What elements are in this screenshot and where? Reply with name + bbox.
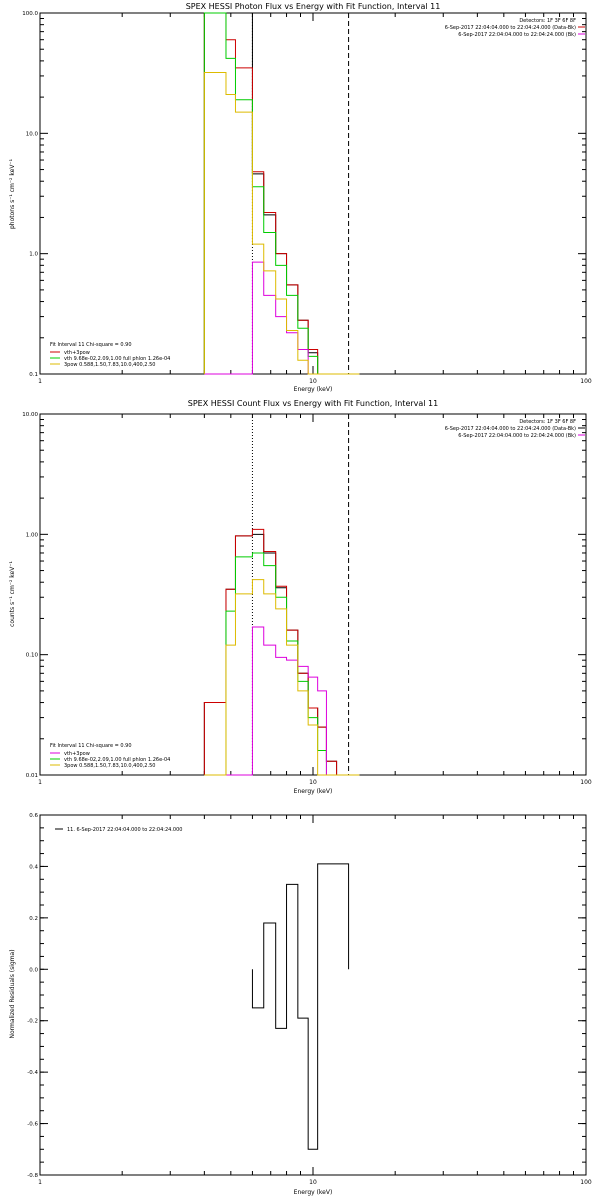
photon-legend-2: vth 9.68e-02,2.09,1.00 full phlon 1.26e-…: [64, 356, 170, 362]
residuals-series-0: [251, 863, 350, 1150]
photon-series-2: [203, 12, 360, 375]
count-ytick-label: 0.01: [26, 773, 38, 779]
residuals-ytick-label: -0.6: [27, 1122, 38, 1128]
count-header-line-1: Detectors: 1F 3F 6F 8F: [519, 419, 576, 425]
residuals-ytick-label: -0.4: [27, 1070, 38, 1076]
photon-xtick-label: 1: [38, 378, 42, 385]
photon-legend-3: 3pow 0.588,1.50,7.83,10.0,400,2.50: [64, 362, 155, 368]
count-header-line-2: 6-Sep-2017 22:04:04.000 to 22:04:24.000 …: [445, 426, 576, 432]
count-series-1: [203, 528, 360, 776]
photon-xtick-label: 100: [580, 378, 592, 385]
count-fit-line: Fit Interval 11 Chi-square = 0.90: [50, 743, 132, 749]
photon-flux-xlabel: Energy (keV): [294, 386, 333, 393]
count-xtick-label: 10: [309, 779, 317, 786]
count-ytick-label: 1.00: [26, 532, 39, 538]
count-legend-2: vth 9.68e-02,2.09,1.00 full phlon 1.26e-…: [64, 757, 170, 763]
count-legend-1: vth+3pow: [64, 751, 90, 757]
count-ytick-label: 10.00: [22, 412, 38, 418]
count-flux-ylabel: counts s⁻¹ cm⁻² keV⁻¹: [9, 561, 16, 627]
photon-fit-line: Fit Interval 11 Chi-square = 0.90: [50, 342, 132, 348]
photon-flux-title: SPEX HESSI Photon Flux vs Energy with Fi…: [186, 2, 441, 11]
photon-xtick-label: 10: [309, 378, 317, 385]
count-ytick-label: 0.10: [26, 653, 39, 659]
residuals-xtick-label: 100: [580, 1179, 592, 1186]
photon-flux-ylabel: photons s⁻¹ cm⁻² keV⁻¹: [9, 158, 16, 229]
residuals-legend: 11. 6-Sep-2017 22:04:04.000 to 22:04:24.…: [67, 827, 182, 833]
count-plot-frame: [39, 413, 587, 776]
photon-header-line-1: Detectors: 1F 3F 6F 8F: [519, 18, 576, 24]
residuals-plot-frame: [39, 814, 587, 1176]
residuals-ytick-label: -0.8: [27, 1173, 38, 1179]
photon-ytick-label: 10.0: [26, 131, 39, 137]
count-flux-title: SPEX HESSI Count Flux vs Energy with Fit…: [188, 399, 439, 408]
residuals-xlabel: Energy (keV): [294, 1189, 333, 1196]
residuals-ytick-label: 0.4: [29, 864, 38, 870]
photon-plot-frame: [39, 12, 587, 375]
photon-header-line-3: 6-Sep-2017 22:04:04.000 to 22:04:24.000 …: [458, 32, 576, 38]
photon-legend-1: vth+3pow: [64, 350, 90, 356]
photon-flux-panel: SPEX HESSI Photon Flux vs Energy with Fi…: [9, 2, 592, 393]
count-header-line-3: 6-Sep-2017 22:04:04.000 to 22:04:24.000 …: [458, 433, 576, 439]
count-flux-panel: SPEX HESSI Count Flux vs Energy with Fit…: [9, 399, 592, 795]
photon-series-1: [203, 12, 360, 375]
photon-ytick-label: 0.1: [29, 372, 38, 378]
residuals-ytick-label: 0.0: [29, 967, 38, 973]
count-xtick-label: 1: [38, 779, 42, 786]
count-series-4: [204, 579, 360, 776]
photon-series-4: [203, 72, 360, 375]
residuals-xtick-label: 1: [38, 1179, 42, 1186]
photon-series-3: [204, 261, 360, 375]
photon-ytick-label: 1.0: [29, 252, 38, 258]
count-xtick-label: 100: [580, 779, 592, 786]
photon-ytick-label: 100.0: [22, 11, 38, 17]
residuals-ytick-label: 0.2: [29, 916, 38, 922]
residuals-ytick-label: -0.2: [27, 1019, 38, 1025]
count-legend-3: 3pow 0.588,1.50,7.83,10.0,400,2.50: [64, 763, 155, 769]
count-series-3: [204, 626, 360, 776]
count-flux-xlabel: Energy (keV): [294, 788, 333, 795]
photon-header-line-2: 6-Sep-2017 22:04:04.000 to 22:04:24.000 …: [445, 25, 576, 31]
residuals-ytick-label: 0.6: [29, 813, 38, 819]
residuals-xtick-label: 10: [309, 1179, 317, 1186]
count-series-0: [203, 533, 360, 776]
residuals-ylabel: Normalized Residuals (sigma): [9, 949, 16, 1038]
residuals-panel: Normalized Residuals (sigma) Energy (keV…: [9, 813, 592, 1196]
photon-series-0: [203, 12, 360, 375]
